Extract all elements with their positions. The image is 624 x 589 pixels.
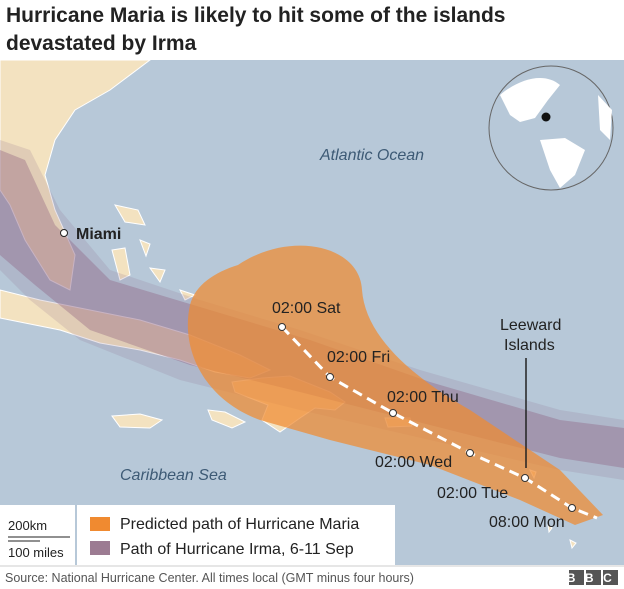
ocean-label: Atlantic Ocean <box>319 147 424 164</box>
track-points <box>278 323 576 512</box>
track-label: 02:00 Wed <box>375 454 452 471</box>
source: Source: National Hurricane Center. All t… <box>5 571 414 585</box>
irma-outer-band <box>0 140 624 480</box>
logo: BBC <box>567 570 622 585</box>
track-label: 02:00 Fri <box>327 349 390 366</box>
track-point <box>389 409 397 417</box>
legend-label: Predicted path of Hurricane Maria <box>120 516 359 533</box>
legend-swatch <box>90 517 110 531</box>
legend <box>77 505 395 565</box>
globe-land <box>500 77 612 188</box>
track-point <box>568 504 576 512</box>
track-label: 08:00 Mon <box>489 514 565 531</box>
miami-dot <box>60 229 68 237</box>
track-label: 02:00 Tue <box>437 485 508 502</box>
irma-path <box>0 150 624 468</box>
logo-block <box>569 570 584 585</box>
sea-label: Caribbean Sea <box>120 467 227 484</box>
scale-miles: 100 miles <box>8 545 64 560</box>
logo-block <box>586 570 601 585</box>
city-label: Miami <box>76 226 121 243</box>
track-point <box>521 474 529 482</box>
scale-km: 200km <box>8 518 47 533</box>
legend-swatch <box>90 541 110 555</box>
title-line: devastated by Irma <box>6 32 197 55</box>
scale-box <box>0 505 75 565</box>
track-point <box>466 449 474 457</box>
title: Hurricane Maria is likely to hit some of… <box>6 4 505 55</box>
maria-cone <box>187 245 603 525</box>
logo-text: BBC <box>567 571 622 585</box>
track-label: 02:00 Sat <box>272 300 341 317</box>
legend-label: Path of Hurricane Irma, 6-11 Sep <box>120 541 354 558</box>
haiti-west <box>207 409 247 429</box>
region-label: Islands <box>504 337 555 354</box>
bahamas <box>111 204 197 301</box>
region-label: Leeward <box>500 317 561 334</box>
track-point <box>278 323 286 331</box>
logo-block <box>603 570 618 585</box>
track-point <box>326 373 334 381</box>
title-line: Hurricane Maria is likely to hit some of… <box>6 4 505 27</box>
jamaica <box>111 413 164 429</box>
globe-marker <box>541 112 551 122</box>
track-label: 02:00 Thu <box>387 389 459 406</box>
globe-inset <box>488 65 614 191</box>
